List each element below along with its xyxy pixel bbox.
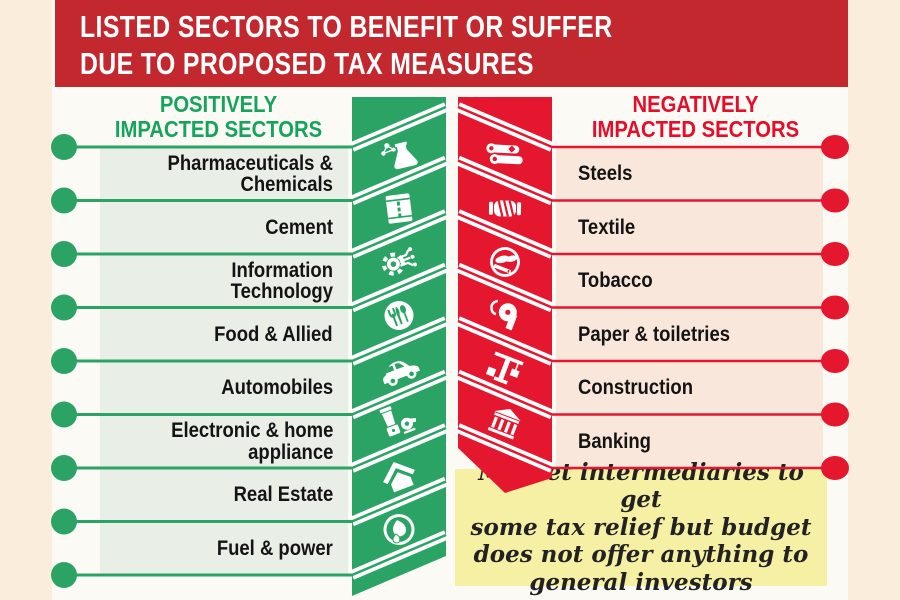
sector-row-banking: Banking [556, 414, 823, 469]
title-line-1: LISTED SECTORS TO BENEFIT OR SUFFER [80, 9, 613, 44]
sector-label: Food & Allied [214, 322, 333, 346]
positive-heading-line-2: IMPACTED SECTORS [114, 116, 323, 142]
sector-label: Textile [578, 215, 636, 239]
sector-row-textile: Textile [556, 200, 823, 255]
sector-row-automobiles: Automobiles [100, 361, 348, 415]
title-line-2: DUE TO PROPOSED TAX MEASURES [80, 46, 534, 81]
sector-label: Paper & toiletries [578, 322, 731, 346]
header-banner: LISTED SECTORS TO BENEFIT OR SUFFER DUE … [55, 0, 848, 87]
sector-row-real-estate: Real Estate [100, 468, 348, 522]
sector-row-steels: Steels [556, 147, 823, 201]
sector-label: Cement [265, 215, 333, 239]
sector-label: Fuel & power [216, 536, 333, 560]
sector-row-food-allied: Food & Allied [100, 307, 348, 362]
sector-row-cement: Cement [100, 200, 348, 255]
sector-label: Information Technology [230, 258, 333, 303]
note-box: Market intermediaries to get some tax re… [455, 459, 827, 596]
positive-heading: POSITIVELY IMPACTED SECTORS [85, 92, 352, 142]
sector-label: Construction [578, 376, 693, 400]
sector-row-paper-toiletries: Paper & toiletries [556, 307, 823, 362]
sector-row-tobacco: Tobacco [556, 254, 823, 308]
note-text: Market intermediaries to get some tax re… [470, 458, 812, 596]
sector-label: Steels [578, 162, 633, 186]
negative-heading: NEGATIVELY IMPACTED SECTORS [556, 92, 835, 142]
sector-label: Automobiles [221, 376, 333, 400]
sector-row-information-technology: Information Technology [100, 254, 348, 308]
sector-row-construction: Construction [556, 361, 823, 415]
negative-heading-line-1: NEGATIVELY [632, 91, 759, 117]
positive-heading-line-1: POSITIVELY [159, 91, 278, 117]
sector-label: Real Estate [233, 483, 333, 507]
sector-row-pharmaceuticals: Pharmaceuticals & Chemicals [100, 147, 348, 201]
sector-row-electronic-home-appliance: Electronic & home appliance [100, 414, 348, 469]
sector-label: Electronic & home appliance [170, 419, 333, 464]
sector-row-fuel-power: Fuel & power [100, 521, 348, 576]
sector-label: Tobacco [578, 269, 653, 293]
sector-label: Pharmaceuticals & Chemicals [167, 151, 333, 196]
negative-heading-line-2: IMPACTED SECTORS [591, 116, 800, 142]
sector-label: Banking [578, 429, 651, 453]
